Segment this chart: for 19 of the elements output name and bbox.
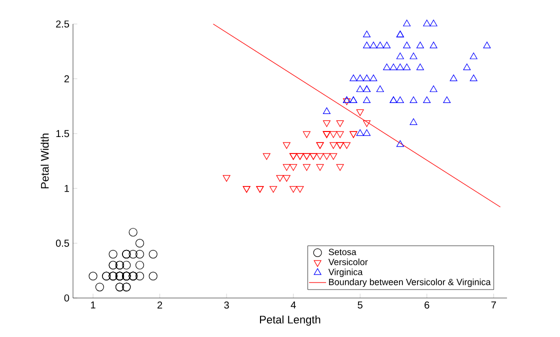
y-tick-label: 2 [64, 75, 69, 82]
legend-label: Virginica [328, 268, 363, 277]
legend-label: Setosa [328, 248, 356, 256]
x-tick-label: 7 [491, 302, 496, 308]
x-tick-label: 5 [358, 302, 362, 308]
y-tick-label: 0.5 [56, 240, 70, 247]
y-tick-label: 2.5 [56, 20, 70, 28]
y-tick-label: 0 [64, 294, 70, 302]
legend-label: Boundary between Versicolor & Virginica [329, 278, 491, 287]
legend-label: Versicolor [328, 258, 368, 266]
y-tick-label: 1.5 [56, 130, 70, 138]
y-tick-label: 1 [64, 184, 69, 192]
x-tick-label: 2 [158, 302, 162, 308]
x-tick-label: 4 [290, 302, 296, 308]
y-axis-title: Petal Width [40, 134, 49, 188]
x-tick-label: 6 [424, 302, 430, 309]
x-tick-label: 1 [91, 302, 96, 308]
x-tick-label: 3 [224, 302, 229, 309]
x-axis-title: Petal Length [260, 315, 320, 326]
